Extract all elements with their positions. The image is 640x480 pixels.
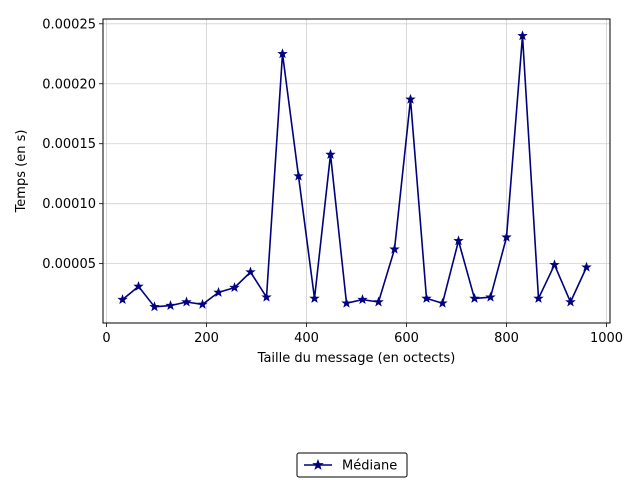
data-point-star [165,300,176,311]
data-point-star [229,282,240,293]
data-point-star [533,292,544,303]
x-tick-label: 600 [394,331,419,346]
series-line [121,34,588,308]
series-group [117,30,592,312]
x-tick-label: 800 [494,331,519,346]
legend: Médiane [296,452,408,478]
data-point-star [389,243,400,254]
data-point-star [341,297,352,308]
data-point-star [357,294,368,305]
y-tick-label: 0.00015 [42,137,96,152]
data-point-star [453,235,464,246]
data-point-star [485,291,496,302]
legend-box [296,452,408,478]
data-point-star [581,261,592,272]
grid-lines [103,19,610,323]
data-point-star [325,149,336,159]
data-point-star [437,297,448,308]
x-tick-label: 0 [102,331,110,346]
data-point-star [517,30,528,41]
data-point-star [117,294,128,305]
y-tick-label: 0.00025 [42,17,96,32]
x-axis-ticks: 0 200 400 600 800 1000 [102,323,623,346]
x-tick-label: 200 [194,331,219,346]
y-tick-label: 0.00005 [42,257,96,272]
y-tick-label: 0.00020 [42,77,96,92]
data-point-star [549,259,560,270]
y-axis-label: Temps (en s) [14,130,29,214]
data-point-star [405,93,416,104]
legend-label: Médiane [342,459,397,474]
data-point-star [565,296,576,307]
data-point-star [261,291,272,302]
legend-marker-star [312,458,324,470]
y-tick-label: 0.00010 [42,197,96,212]
data-point-star [149,301,160,312]
data-point-star [245,266,256,277]
data-point-star [213,286,224,297]
data-point-star [181,296,192,307]
data-point-star [309,292,320,303]
data-point-star [133,280,144,291]
x-axis-label: Taille du message (en octects) [257,351,456,366]
data-point-star [197,298,208,309]
y-axis-ticks: 0.00005 0.00010 0.00015 0.00020 0.00025 [42,17,103,272]
plot-frame [102,18,611,324]
data-point-star [469,292,480,303]
data-point-star [501,231,512,242]
data-point-star [373,296,384,307]
data-point-star [421,292,432,303]
x-tick-label: 1000 [590,331,623,346]
x-tick-label: 400 [294,331,319,346]
data-point-star [293,170,304,181]
data-point-star [277,48,288,59]
